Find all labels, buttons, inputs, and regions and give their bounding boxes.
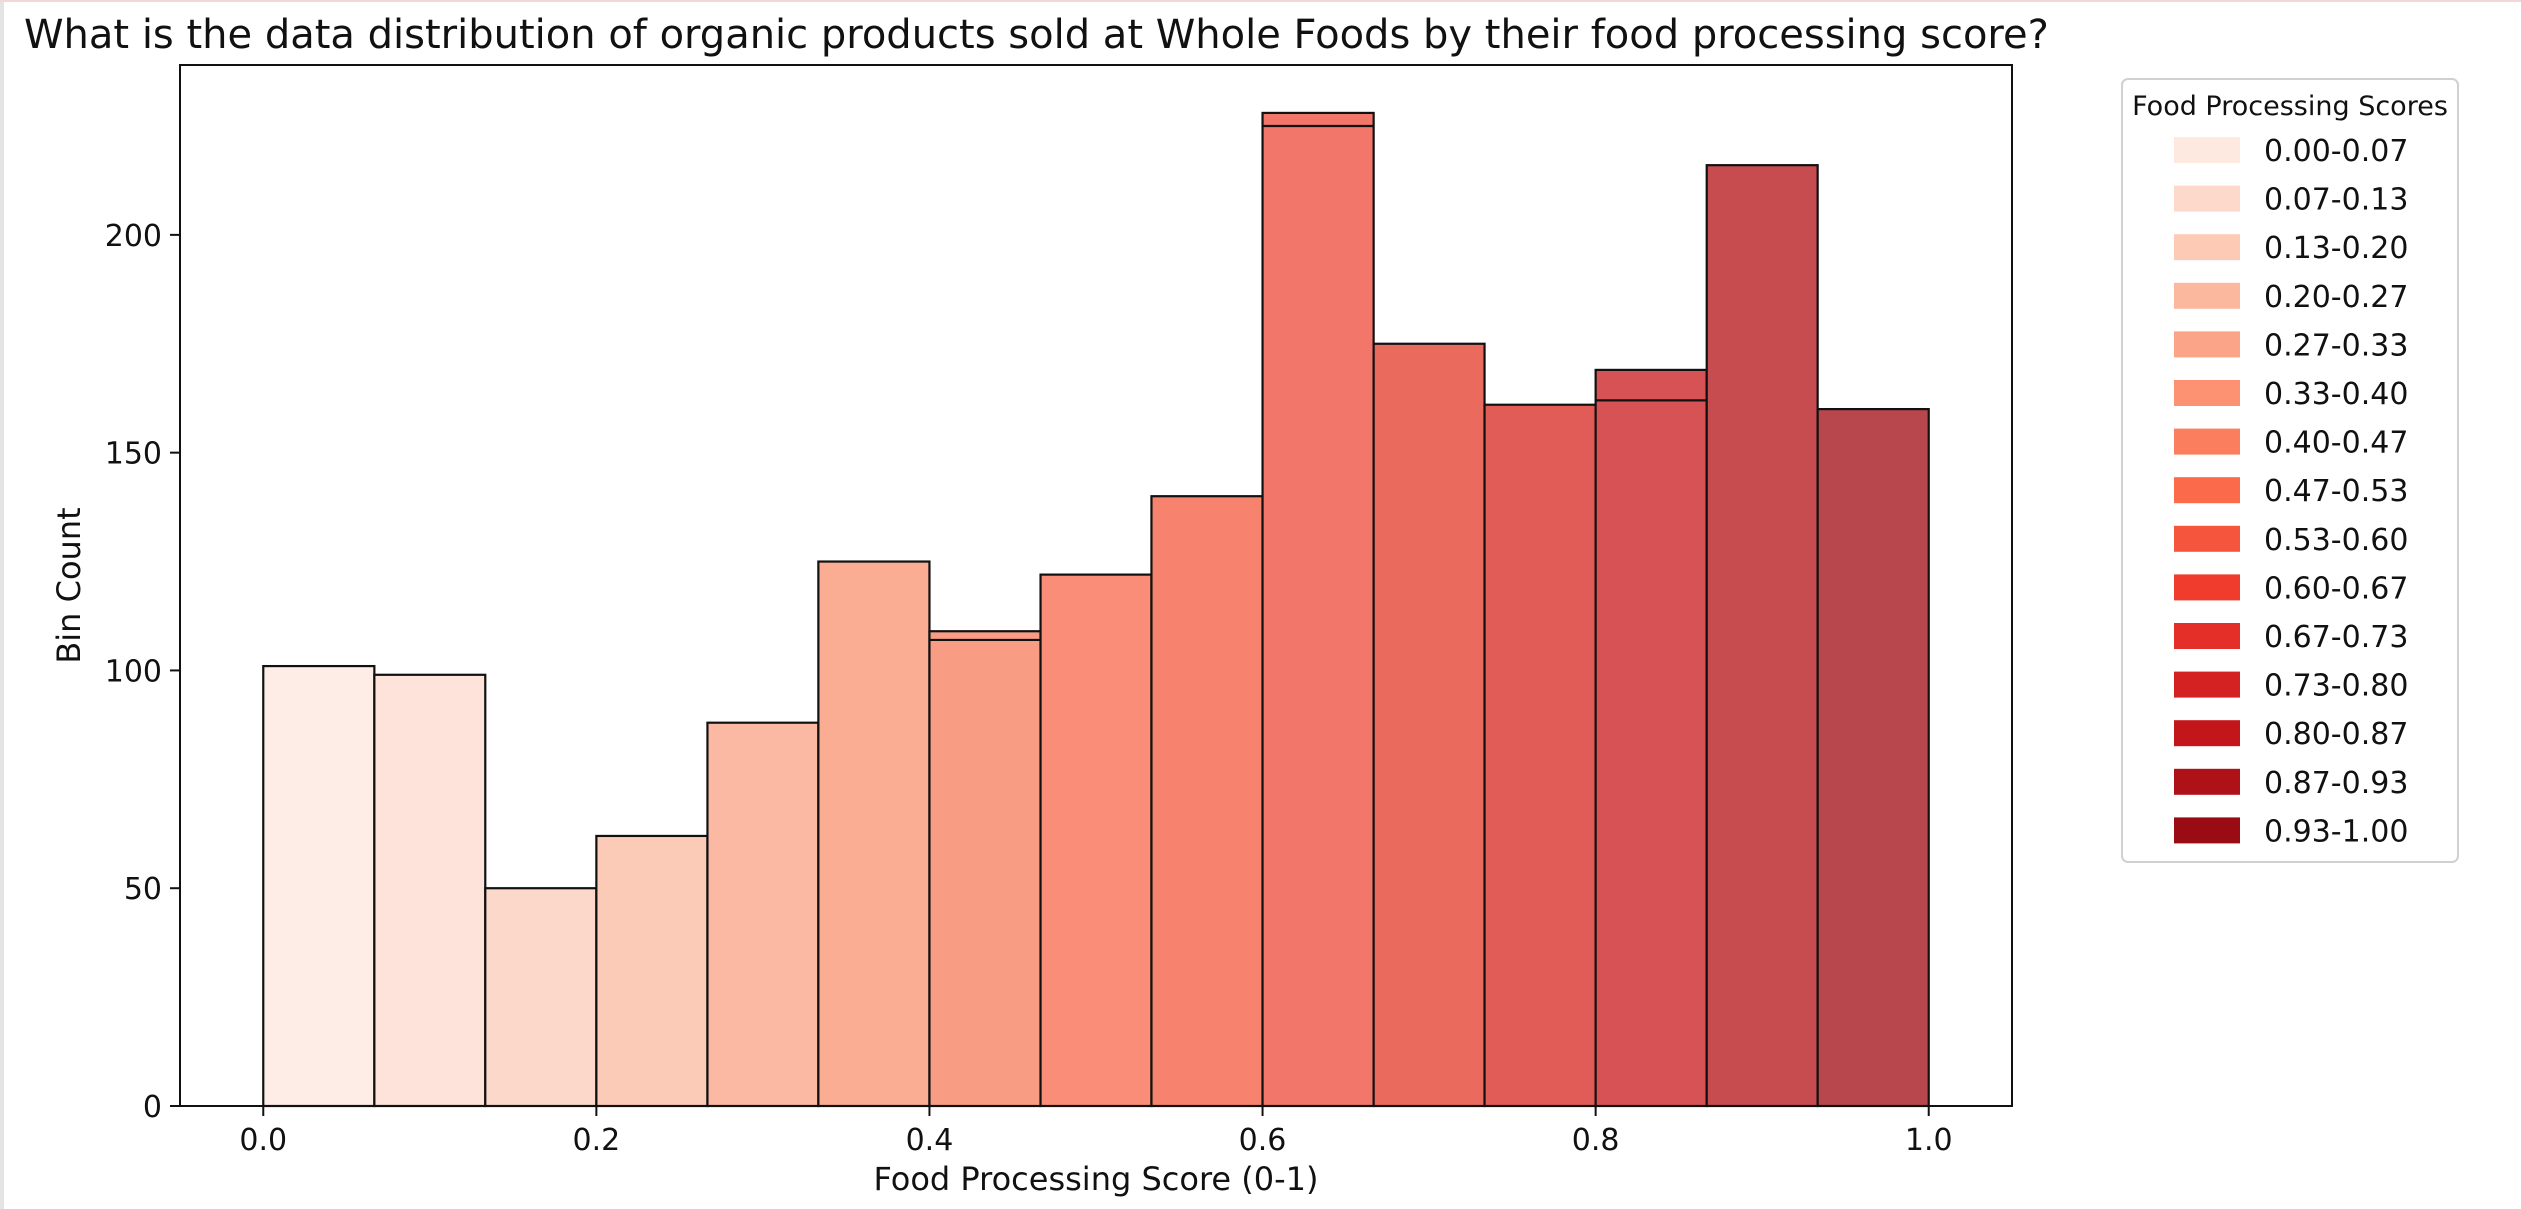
legend-swatch [2174,623,2240,649]
histogram-bar [928,630,1042,1108]
axes-group: 0.0 0.2 0.4 0.6 0.8 1.0 0 50 100 150 200 Food Proce… [50,64,2013,1198]
legend-label: 0.53-0.60 [2264,523,2408,558]
legend-label: 0.33-0.40 [2264,377,2408,412]
legend-swatch [2174,185,2240,212]
legend-label: 0.80-0.87 [2264,717,2408,752]
x-tick-label: 1.0 [1905,1123,1953,1158]
histogram-bar [706,721,820,1108]
histogram-bar [817,560,931,1108]
plot-area-frame [179,64,2013,1107]
legend-swatch [2174,331,2240,358]
x-axis-label: Food Processing Score (0-1) [874,1160,1319,1198]
legend-title: Food Processing Scores [2132,91,2448,122]
y-tick-label: 200 [105,219,162,254]
legend-swatch [2174,817,2240,844]
legend-label: 0.07-0.13 [2264,183,2408,218]
histogram-bar [373,673,487,1108]
legend-label: 0.40-0.47 [2264,426,2408,461]
histogram-bar [262,664,376,1108]
x-tick-label: 0.6 [1239,1123,1287,1158]
histogram-bar [1150,495,1264,1108]
bars-group [262,111,1930,1108]
y-tick-label: 150 [105,437,162,472]
histogram-bar [1705,164,1819,1108]
histogram-bar [1594,368,1708,1108]
histogram-bar [484,887,598,1108]
legend-label: 0.47-0.53 [2264,474,2408,509]
legend-label: 0.13-0.20 [2264,231,2408,266]
y-tick-label: 50 [124,872,162,907]
legend-swatch [2174,137,2240,163]
histogram-bar [1261,111,1375,1108]
x-tick-label: 0.0 [239,1123,287,1158]
legend-swatch [2174,477,2240,504]
histogram-bar [1483,403,1597,1108]
legend-label: 0.00-0.07 [2264,134,2408,169]
legend-swatch [2174,671,2240,698]
legend-swatch [2174,380,2240,406]
legend-label: 0.93-1.00 [2264,814,2408,849]
legend: Food Processing Scores 0.00-0.07 0.07-0.13… [2121,78,2459,863]
legend-label: 0.73-0.80 [2264,669,2408,704]
y-axis-label: Bin Count [50,507,88,663]
x-tick-label: 0.8 [1572,1123,1620,1158]
legend-label: 0.87-0.93 [2264,766,2408,801]
histogram-bar [1816,407,1930,1108]
legend-swatch [2174,574,2240,601]
histogram-bar [1372,342,1486,1108]
legend-swatch [2174,234,2240,261]
x-tick-label: 0.2 [573,1123,621,1158]
chart-title: What is the data distribution of organic… [24,12,2049,58]
y-tick-label: 100 [105,654,162,689]
x-tick-label: 0.4 [906,1123,954,1158]
legend-swatch [2174,768,2240,795]
y-tick-label: 0 [143,1090,162,1125]
legend-swatch [2174,720,2240,747]
legend-label: 0.67-0.73 [2264,620,2408,655]
legend-box [2121,78,2459,863]
histogram-bar [595,834,709,1108]
histogram-bar [1039,573,1153,1108]
legend-label: 0.60-0.67 [2264,571,2408,606]
legend-swatch [2174,282,2240,309]
legend-swatch [2174,428,2240,455]
legend-label: 0.27-0.33 [2264,328,2408,363]
legend-swatch [2174,525,2240,552]
legend-label: 0.20-0.27 [2264,280,2408,315]
top-rule [0,0,2521,2]
